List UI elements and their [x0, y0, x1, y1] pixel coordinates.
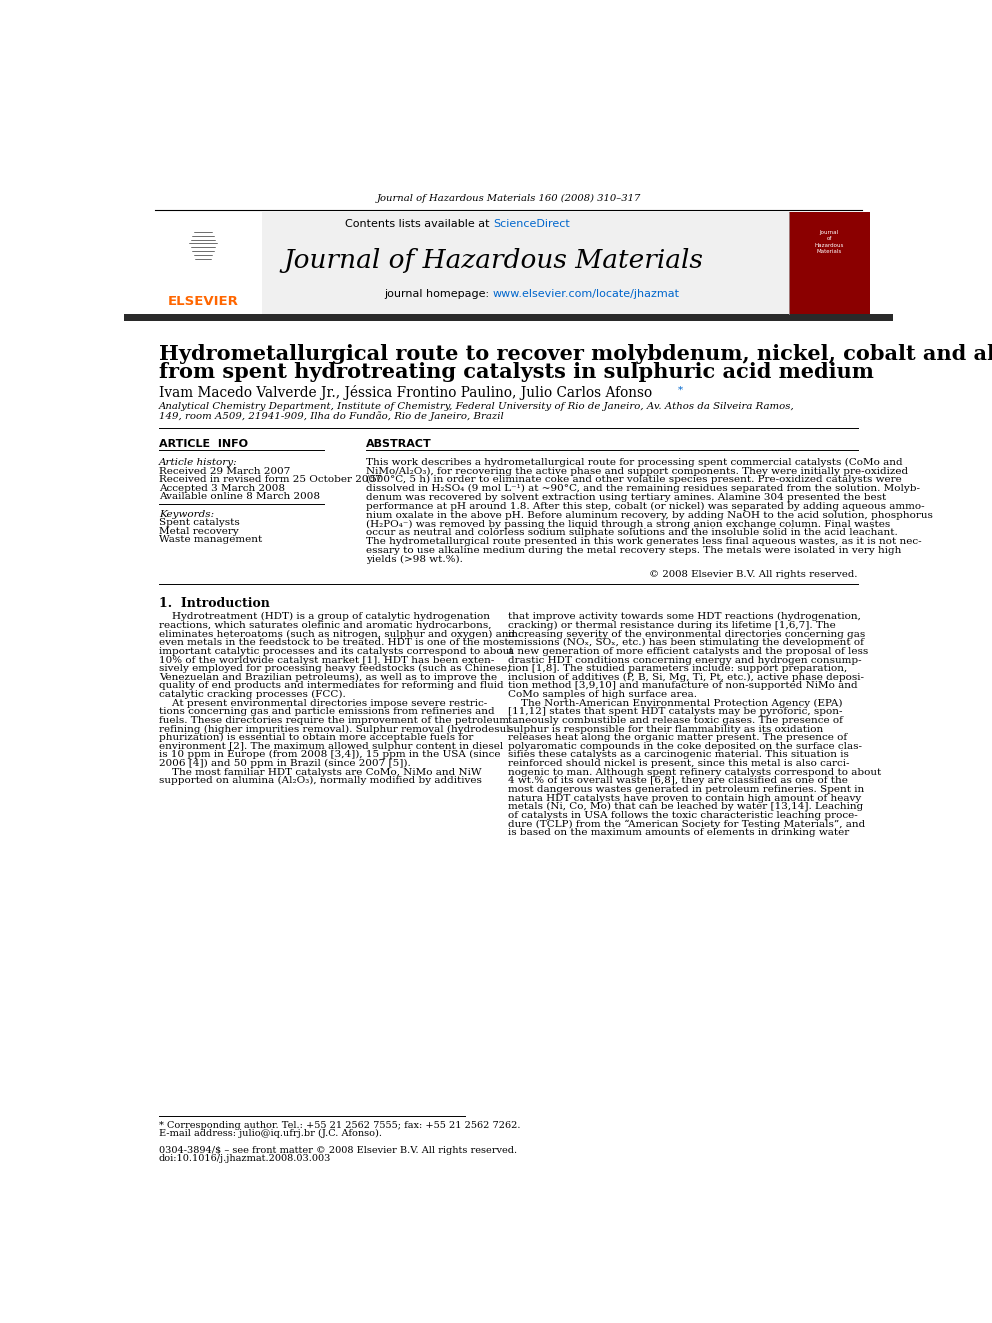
- Text: increasing severity of the environmental directories concerning gas: increasing severity of the environmental…: [509, 630, 866, 639]
- Text: supported on alumina (Al₂O₃), normally modified by additives: supported on alumina (Al₂O₃), normally m…: [159, 777, 482, 786]
- Text: of catalysts in USA follows the toxic characteristic leaching proce-: of catalysts in USA follows the toxic ch…: [509, 811, 858, 820]
- Text: refining (higher impurities removal). Sulphur removal (hydrodesul-: refining (higher impurities removal). Su…: [159, 725, 513, 733]
- Text: NiMo/Al₂O₃), for recovering the active phase and support components. They were i: NiMo/Al₂O₃), for recovering the active p…: [366, 467, 908, 475]
- Text: E-mail address: julio@iq.ufrj.br (J.C. Afonso).: E-mail address: julio@iq.ufrj.br (J.C. A…: [159, 1129, 382, 1138]
- Text: © 2008 Elsevier B.V. All rights reserved.: © 2008 Elsevier B.V. All rights reserved…: [650, 570, 858, 579]
- Text: tion method [3,9,10] and manufacture of non-supported NiMo and: tion method [3,9,10] and manufacture of …: [509, 681, 858, 691]
- Text: This work describes a hydrometallurgical route for processing spent commercial c: This work describes a hydrometallurgical…: [366, 458, 903, 467]
- Text: dure (TCLP) from the “American Society for Testing Materials”, and: dure (TCLP) from the “American Society f…: [509, 819, 866, 828]
- Text: 149, room A509, 21941-909, Ilha do Fundão, Rio de Janeiro, Brazil: 149, room A509, 21941-909, Ilha do Fundã…: [159, 411, 504, 421]
- Text: occur as neutral and colorless sodium sulphate solutions and the insoluble solid: occur as neutral and colorless sodium su…: [366, 528, 898, 537]
- Text: The North-American Environmental Protection Agency (EPA): The North-American Environmental Protect…: [509, 699, 843, 708]
- Text: Analytical Chemistry Department, Institute of Chemistry, Federal University of R: Analytical Chemistry Department, Institu…: [159, 402, 795, 411]
- Text: [11,12] states that spent HDT catalysts may be pyroforic, spon-: [11,12] states that spent HDT catalysts …: [509, 708, 843, 716]
- Text: drastic HDT conditions concerning energy and hydrogen consump-: drastic HDT conditions concerning energy…: [509, 655, 862, 664]
- Text: environment [2]. The maximum allowed sulphur content in diesel: environment [2]. The maximum allowed sul…: [159, 742, 503, 750]
- Text: taneously combustible and release toxic gases. The presence of: taneously combustible and release toxic …: [509, 716, 843, 725]
- Bar: [124, 315, 893, 321]
- Text: Ivam Macedo Valverde Jr., Jéssica Frontino Paulino, Julio Carlos Afonso: Ivam Macedo Valverde Jr., Jéssica Fronti…: [159, 385, 652, 400]
- Text: Hydrotreatment (HDT) is a group of catalytic hydrogenation: Hydrotreatment (HDT) is a group of catal…: [159, 613, 490, 622]
- Text: reinforced should nickel is present, since this metal is also carci-: reinforced should nickel is present, sin…: [509, 759, 850, 769]
- Text: Article history:: Article history:: [159, 458, 237, 467]
- Text: Spent catalysts: Spent catalysts: [159, 519, 240, 528]
- Text: Keywords:: Keywords:: [159, 509, 214, 519]
- Text: sively employed for processing heavy feedstocks (such as Chinese,: sively employed for processing heavy fee…: [159, 664, 510, 673]
- Text: essary to use alkaline medium during the metal recovery steps. The metals were i: essary to use alkaline medium during the…: [366, 546, 901, 556]
- Text: (H₂PO₄⁻) was removed by passing the liquid through a strong anion exchange colum: (H₂PO₄⁻) was removed by passing the liqu…: [366, 520, 890, 529]
- Text: CoMo samples of high surface area.: CoMo samples of high surface area.: [509, 691, 697, 699]
- Text: Received in revised form 25 October 2007: Received in revised form 25 October 2007: [159, 475, 382, 484]
- Text: dissolved in H₂SO₄ (9 mol L⁻¹) at ~90°C, and the remaining residues separated fr: dissolved in H₂SO₄ (9 mol L⁻¹) at ~90°C,…: [366, 484, 920, 493]
- Text: metals (Ni, Co, Mo) that can be leached by water [13,14]. Leaching: metals (Ni, Co, Mo) that can be leached …: [509, 802, 864, 811]
- Bar: [789, 212, 870, 315]
- Bar: [147, 212, 870, 315]
- Text: most dangerous wastes generated in petroleum refineries. Spent in: most dangerous wastes generated in petro…: [509, 785, 865, 794]
- Text: journal homepage:: journal homepage:: [384, 290, 493, 299]
- Text: that improve activity towards some HDT reactions (hydrogenation,: that improve activity towards some HDT r…: [509, 613, 861, 622]
- Bar: [147, 212, 262, 315]
- Text: Hydrometallurgical route to recover molybdenum, nickel, cobalt and aluminum: Hydrometallurgical route to recover moly…: [159, 344, 992, 364]
- Text: yields (>98 wt.%).: yields (>98 wt.%).: [366, 554, 462, 564]
- Text: fuels. These directories require the improvement of the petroleum: fuels. These directories require the imp…: [159, 716, 509, 725]
- Text: cracking) or thermal resistance during its lifetime [1,6,7]. The: cracking) or thermal resistance during i…: [509, 620, 836, 630]
- Text: Available online 8 March 2008: Available online 8 March 2008: [159, 492, 319, 501]
- Text: a new generation of more efficient catalysts and the proposal of less: a new generation of more efficient catal…: [509, 647, 869, 656]
- Text: catalytic cracking processes (FCC).: catalytic cracking processes (FCC).: [159, 691, 345, 699]
- Text: tions concerning gas and particle emissions from refineries and: tions concerning gas and particle emissi…: [159, 708, 494, 716]
- Text: phurization) is essential to obtain more acceptable fuels for: phurization) is essential to obtain more…: [159, 733, 473, 742]
- Text: Journal
of
Hazardous
Materials: Journal of Hazardous Materials: [814, 230, 844, 254]
- Text: 2006 [4]) and 50 ppm in Brazil (since 2007 [5]).: 2006 [4]) and 50 ppm in Brazil (since 20…: [159, 759, 411, 769]
- Text: is based on the maximum amounts of elements in drinking water: is based on the maximum amounts of eleme…: [509, 828, 850, 837]
- Text: is 10 ppm in Europe (from 2008 [3,4]), 15 ppm in the USA (since: is 10 ppm in Europe (from 2008 [3,4]), 1…: [159, 750, 500, 759]
- Text: 0304-3894/$ – see front matter © 2008 Elsevier B.V. All rights reserved.: 0304-3894/$ – see front matter © 2008 El…: [159, 1146, 517, 1155]
- Text: www.elsevier.com/locate/jhazmat: www.elsevier.com/locate/jhazmat: [493, 290, 680, 299]
- Text: even metals in the feedstock to be treated. HDT is one of the most: even metals in the feedstock to be treat…: [159, 638, 509, 647]
- Text: The hydrometallurgical route presented in this work generates less final aqueous: The hydrometallurgical route presented i…: [366, 537, 922, 546]
- Text: Waste management: Waste management: [159, 536, 262, 544]
- Text: important catalytic processes and its catalysts correspond to about: important catalytic processes and its ca…: [159, 647, 514, 656]
- Text: inclusion of additives (P, B, Si, Mg, Ti, Pt, etc.), active phase deposi-: inclusion of additives (P, B, Si, Mg, Ti…: [509, 672, 864, 681]
- Text: Received 29 March 2007: Received 29 March 2007: [159, 467, 291, 476]
- Text: 1.  Introduction: 1. Introduction: [159, 597, 270, 610]
- Text: sifies these catalysts as a carcinogenic material. This situation is: sifies these catalysts as a carcinogenic…: [509, 750, 849, 759]
- Text: natura HDT catalysts have proven to contain high amount of heavy: natura HDT catalysts have proven to cont…: [509, 794, 862, 803]
- Text: Accepted 3 March 2008: Accepted 3 March 2008: [159, 484, 285, 493]
- Text: reactions, which saturates olefinic and aromatic hydrocarbons,: reactions, which saturates olefinic and …: [159, 620, 491, 630]
- Text: 4 wt.% of its overall waste [6,8], they are classified as one of the: 4 wt.% of its overall waste [6,8], they …: [509, 777, 848, 786]
- Text: ABSTRACT: ABSTRACT: [366, 439, 432, 448]
- Text: ScienceDirect: ScienceDirect: [493, 220, 569, 229]
- Text: nium oxalate in the above pH. Before aluminum recovery, by adding NaOH to the ac: nium oxalate in the above pH. Before alu…: [366, 511, 932, 520]
- Text: sulphur is responsible for their flammability as its oxidation: sulphur is responsible for their flammab…: [509, 725, 823, 733]
- Text: Journal of Hazardous Materials 160 (2008) 310–317: Journal of Hazardous Materials 160 (2008…: [376, 194, 641, 204]
- Text: eliminates heteroatoms (such as nitrogen, sulphur and oxygen) and: eliminates heteroatoms (such as nitrogen…: [159, 630, 515, 639]
- Text: performance at pH around 1.8. After this step, cobalt (or nickel) was separated : performance at pH around 1.8. After this…: [366, 501, 925, 511]
- Text: from spent hydrotreating catalysts in sulphuric acid medium: from spent hydrotreating catalysts in su…: [159, 363, 874, 382]
- Text: Venezuelan and Brazilian petroleums), as well as to improve the: Venezuelan and Brazilian petroleums), as…: [159, 672, 497, 681]
- Text: doi:10.1016/j.jhazmat.2008.03.003: doi:10.1016/j.jhazmat.2008.03.003: [159, 1155, 331, 1163]
- Text: 10% of the worldwide catalyst market [1]. HDT has been exten-: 10% of the worldwide catalyst market [1]…: [159, 655, 494, 664]
- Text: At present environmental directories impose severe restric-: At present environmental directories imp…: [159, 699, 487, 708]
- Text: denum was recovered by solvent extraction using tertiary amines. Alamine 304 pre: denum was recovered by solvent extractio…: [366, 493, 886, 501]
- Text: ARTICLE  INFO: ARTICLE INFO: [159, 439, 248, 448]
- Text: nogenic to man. Although spent refinery catalysts correspond to about: nogenic to man. Although spent refinery …: [509, 767, 882, 777]
- Text: releases heat along the organic matter present. The presence of: releases heat along the organic matter p…: [509, 733, 847, 742]
- Text: The most familiar HDT catalysts are CoMo, NiMo and NiW: The most familiar HDT catalysts are CoMo…: [159, 767, 481, 777]
- Text: polyaromatic compounds in the coke deposited on the surface clas-: polyaromatic compounds in the coke depos…: [509, 742, 862, 750]
- Text: tion [1,8]. The studied parameters include: support preparation,: tion [1,8]. The studied parameters inclu…: [509, 664, 847, 673]
- Text: * Corresponding author. Tel.: +55 21 2562 7555; fax: +55 21 2562 7262.: * Corresponding author. Tel.: +55 21 256…: [159, 1121, 521, 1130]
- Text: *: *: [679, 385, 683, 394]
- Text: quality of end products and intermediates for reforming and fluid: quality of end products and intermediate…: [159, 681, 504, 691]
- Text: Journal of Hazardous Materials: Journal of Hazardous Materials: [283, 247, 703, 273]
- Text: Contents lists available at: Contents lists available at: [345, 220, 493, 229]
- Text: ELSEVIER: ELSEVIER: [168, 295, 238, 308]
- Text: emissions (NOₓ, SOₓ, etc.) has been stimulating the development of: emissions (NOₓ, SOₓ, etc.) has been stim…: [509, 638, 864, 647]
- Text: Metal recovery: Metal recovery: [159, 527, 239, 536]
- Text: (500°C, 5 h) in order to eliminate coke and other volatile species present. Pre-: (500°C, 5 h) in order to eliminate coke …: [366, 475, 902, 484]
